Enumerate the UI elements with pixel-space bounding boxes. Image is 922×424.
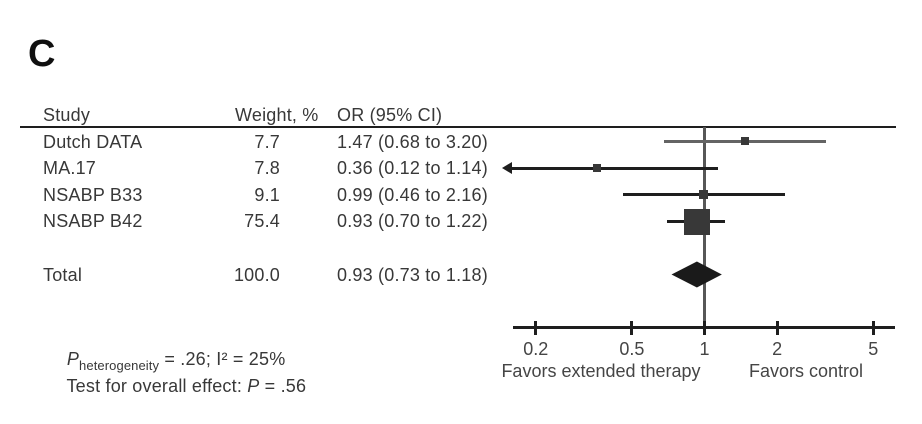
study-name: NSABP B42 (43, 211, 143, 231)
study-marker (740, 137, 749, 145)
x-axis-tick (775, 320, 779, 335)
x-tick-label: 0.5 (619, 339, 645, 359)
weight-value: 75.4 (244, 211, 280, 231)
x-tick-label: 5 (868, 339, 879, 359)
column-header-weight: Weight, % (235, 105, 319, 125)
or-ci-value: 1.47 (0.68 to 3.20) (337, 132, 488, 152)
study-marker (593, 164, 602, 172)
table-row: NSABP B42 75.4 0.93 (0.70 to 1.22) (0, 210, 922, 232)
weight-value: 7.8 (254, 158, 280, 178)
table-header-row: Study Weight, % OR (95% CI) (0, 104, 922, 126)
study-marker (698, 190, 708, 199)
study-name: Dutch DATA (43, 132, 143, 152)
truncation-arrow-icon (502, 161, 512, 174)
x-axis-tick (630, 320, 634, 335)
heterogeneity-values: = .26; I² = 25% (159, 349, 286, 369)
axis-caption-left: Favors extended therapy (501, 361, 701, 381)
p-symbol: P (247, 376, 260, 396)
p-symbol: P (66, 349, 80, 369)
x-tick-label: 1 (699, 339, 710, 359)
panel-label: C (28, 33, 56, 75)
column-header-or-ci: OR (95% CI) (337, 105, 443, 125)
total-diamond (671, 261, 722, 288)
table-row: NSABP B33 9.1 0.99 (0.46 to 2.16) (0, 184, 922, 206)
or-ci-value: 0.93 (0.70 to 1.22) (337, 211, 488, 231)
table-row: Dutch DATA 7.7 1.47 (0.68 to 3.20) (0, 131, 922, 153)
total-label: Total (43, 265, 83, 285)
weight-value: 7.7 (254, 132, 280, 152)
x-tick-label: 2 (772, 339, 783, 359)
heterogeneity-stats: Pheterogeneity = .26; I² = 25% (46, 323, 285, 372)
ci-line (512, 166, 719, 170)
x-tick-label: 0.2 (523, 339, 549, 359)
x-axis-tick (871, 320, 875, 335)
overall-effect-label: Test for overall effect: (66, 376, 248, 396)
overall-effect-value: = .56 (259, 376, 307, 396)
total-weight-value: 100.0 (233, 265, 280, 285)
weight-value: 9.1 (254, 185, 280, 205)
x-axis-tick (703, 320, 706, 335)
study-name: NSABP B33 (43, 185, 143, 205)
header-rule (20, 126, 896, 128)
column-header-study: Study (43, 105, 91, 125)
p-subscript: heterogeneity (79, 358, 160, 373)
x-axis-tick (534, 320, 538, 335)
total-or-ci-value: 0.93 (0.73 to 1.18) (337, 265, 488, 285)
or-ci-value: 0.99 (0.46 to 2.16) (337, 185, 488, 205)
or-ci-value: 0.36 (0.12 to 1.14) (337, 158, 488, 178)
overall-effect-stats: Test for overall effect: P = .56 (46, 350, 306, 396)
axis-caption-right: Favors control (748, 361, 864, 381)
study-marker (683, 208, 710, 235)
study-name: MA.17 (43, 158, 97, 178)
table-row-total: Total 100.0 0.93 (0.73 to 1.18) (0, 264, 922, 286)
table-row: MA.17 7.8 0.36 (0.12 to 1.14) (0, 157, 922, 179)
